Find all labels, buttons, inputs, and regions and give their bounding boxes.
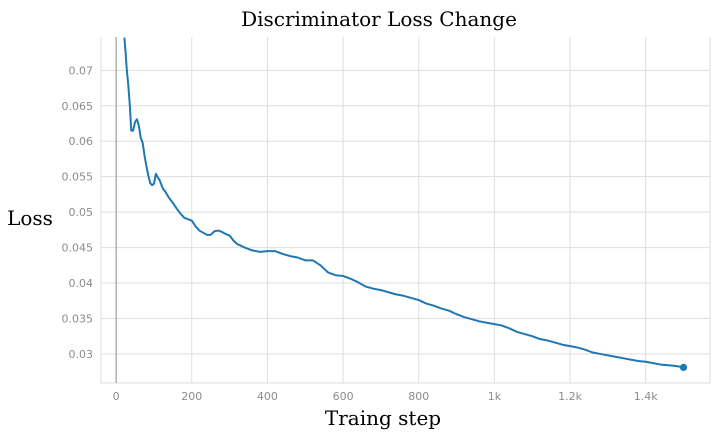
- y-tick-label: 0.05: [69, 206, 94, 219]
- x-tick-label: 1.2k: [558, 390, 582, 403]
- x-axis-label: Traing step: [325, 406, 441, 430]
- x-tick-label: 0: [113, 390, 120, 403]
- loss-series-line: [123, 37, 685, 369]
- y-axis-label: Loss: [7, 206, 53, 230]
- y-tick-label: 0.06: [69, 135, 94, 148]
- y-tick-label: 0.065: [62, 100, 94, 113]
- grid-layer: [101, 37, 710, 383]
- x-tick-label: 1k: [488, 390, 502, 403]
- x-tick-label: 200: [181, 390, 202, 403]
- series-layer: [123, 37, 688, 372]
- y-tick-label: 0.055: [62, 171, 94, 184]
- y-tick-label: 0.07: [69, 64, 94, 77]
- loss-series-end-point: [679, 363, 688, 372]
- axis-layer: [100, 37, 711, 384]
- y-tick-label: 0.035: [62, 312, 94, 325]
- x-tick-label: 1.4k: [634, 390, 658, 403]
- tick-layer: 0 200 400 600 800 1k 1.2k 1.4k 0.03 0.035 0.04 0.04…: [62, 64, 659, 403]
- y-tick-label: 0.045: [62, 242, 94, 255]
- x-tick-label: 400: [257, 390, 278, 403]
- chart-title: Discriminator Loss Change: [241, 7, 517, 31]
- y-tick-label: 0.04: [69, 277, 94, 290]
- x-tick-label: 600: [333, 390, 354, 403]
- x-tick-label: 800: [408, 390, 429, 403]
- y-tick-label: 0.03: [69, 348, 94, 361]
